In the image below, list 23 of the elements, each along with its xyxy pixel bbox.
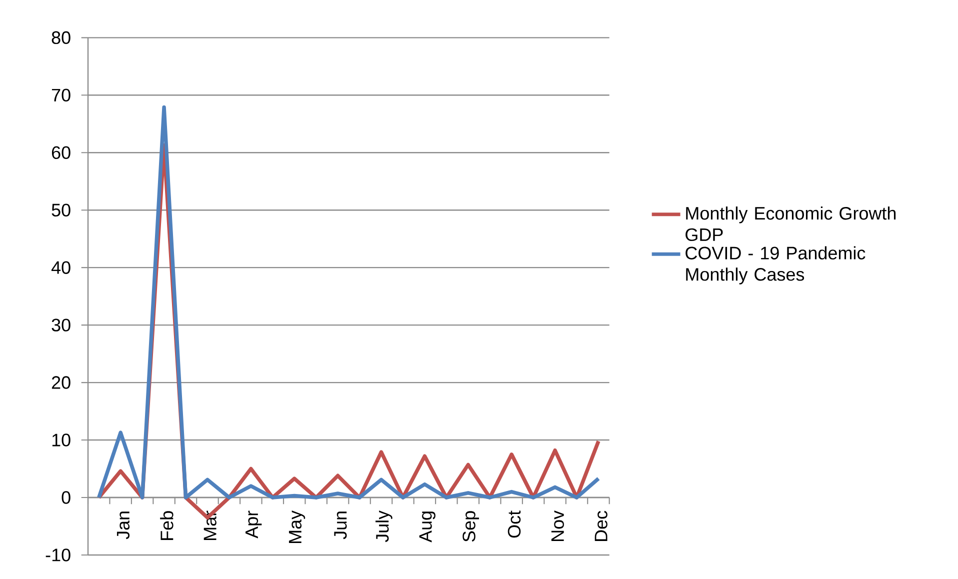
x-tick-label: Sep (462, 511, 479, 542)
x-tick-label: Dec (594, 510, 608, 541)
y-tick-label: 20 (52, 376, 70, 389)
y-tick-label: 80 (52, 31, 70, 44)
legend-label: Monthly Economic Growth GDP (686, 206, 896, 242)
y-tick-label: -10 (46, 548, 70, 562)
x-tick-label: Jan (116, 512, 130, 540)
x-tick-label: July (376, 510, 392, 542)
x-tick-label: May (288, 510, 306, 543)
x-tick-label: Nov (551, 510, 564, 541)
y-tick-label: 70 (52, 88, 70, 102)
legend-label: COVID - 19 Pandemic Monthly Cases (686, 246, 866, 284)
x-tick-label: Feb (160, 511, 174, 540)
y-tick-label: 30 (52, 318, 70, 332)
x-tick-label: Oct (508, 510, 521, 538)
x-tick-label: Jun (334, 512, 347, 540)
y-tick-label: 0 (62, 491, 70, 504)
x-tick-label: Apr (246, 510, 262, 538)
y-tick-label: 50 (52, 204, 70, 216)
y-tick-label: 10 (52, 434, 70, 446)
y-tick-label: 60 (52, 146, 70, 159)
x-tick-label: Aug (419, 512, 436, 542)
y-tick-label: 40 (51, 261, 70, 274)
